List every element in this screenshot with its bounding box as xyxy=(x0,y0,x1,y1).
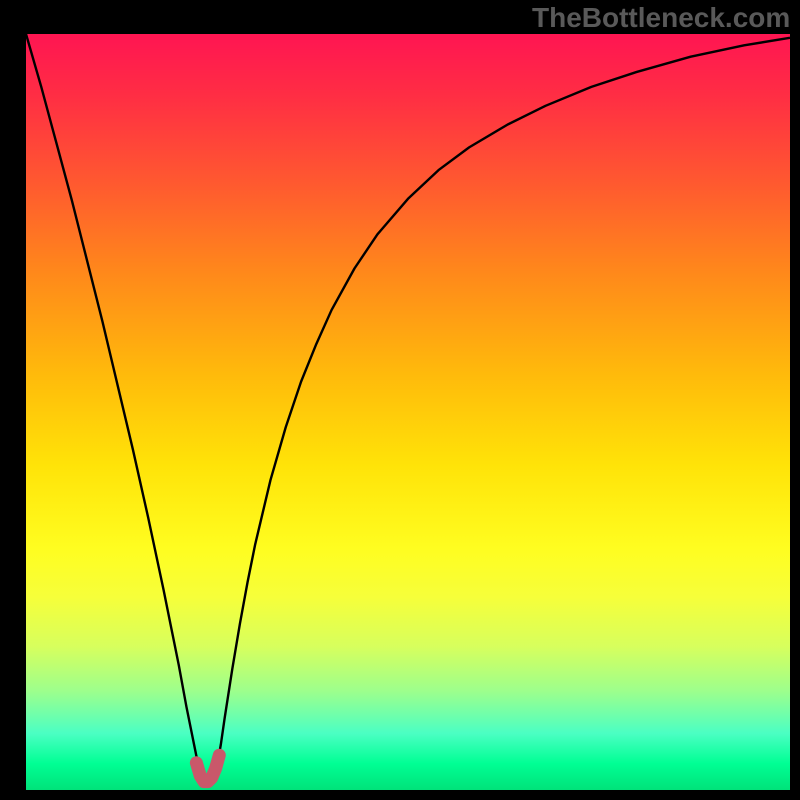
chart-plot-area xyxy=(26,34,790,790)
chart-background xyxy=(26,34,790,790)
watermark-text: TheBottleneck.com xyxy=(532,2,790,34)
chart-frame xyxy=(26,34,790,790)
chart-svg xyxy=(26,34,790,790)
